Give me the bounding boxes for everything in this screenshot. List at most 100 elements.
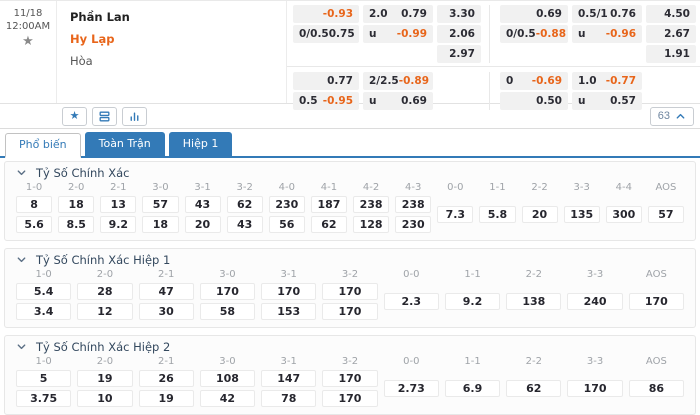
draw-odds-cell[interactable]: 170 [567,380,623,397]
home-odds-cell[interactable]: 170 [199,283,256,300]
away-odds-cell[interactable]: 170 [322,303,378,320]
odds-cell[interactable]: 2.67 [646,25,696,43]
score-header: 3-1 [280,356,297,367]
home-odds-cell[interactable]: 57 [142,196,179,213]
away-odds-cell[interactable]: 153 [261,303,317,320]
home-odds-cell[interactable]: 238 [395,196,432,213]
draw-odds-cell[interactable]: 170 [628,293,684,310]
home-odds-cell[interactable]: 47 [138,283,194,300]
home-odds-cell[interactable]: 62 [226,196,263,213]
odds-cell[interactable]: 1.0 -0.77 [572,72,642,90]
away-odds-cell[interactable]: 62 [310,216,347,233]
tab-pho-bien[interactable]: Phổ biến [5,132,81,158]
odds-cell[interactable]: 0/0.5 0.75 [293,25,359,43]
home-odds-cell[interactable]: 238 [353,196,390,213]
section-header[interactable]: Tỷ Số Chính Xác Hiệp 1 [13,252,687,267]
draw-column: 0-0 7.3 [434,182,476,236]
section-header[interactable]: Tỷ Số Chính Xác Hiệp 2 [13,339,687,354]
home-odds-cell[interactable]: 108 [199,370,256,387]
away-odds-cell[interactable]: 12 [77,303,133,320]
draw-odds-cell[interactable]: 57 [647,206,684,223]
home-odds-cell[interactable]: 170 [261,283,317,300]
away-odds-cell[interactable]: 78 [261,390,317,407]
draw-odds-cell[interactable]: 240 [567,293,623,310]
score-header: 2-2 [525,356,542,367]
home-odds-cell[interactable]: 187 [310,196,347,213]
draw-odds-cell[interactable]: 7.3 [437,206,474,223]
draw-odds-cell[interactable]: 86 [628,380,684,397]
markets-stack-button[interactable] [92,106,117,126]
odds-cell[interactable]: 2.97 [437,45,481,63]
draw-odds-cell[interactable]: 2.73 [383,380,439,397]
odds-cell[interactable]: 3.30 [437,5,481,23]
favorite-star-icon[interactable]: ★ [22,34,34,49]
odds-cell[interactable]: 2.0 0.79 [363,5,433,23]
draw-odds-cell[interactable]: 9.2 [444,293,501,310]
odds-cell[interactable]: 0 -0.69 [500,72,568,90]
home-odds-cell[interactable]: 43 [184,196,221,213]
stats-button[interactable] [122,106,147,126]
draw-odds-cell[interactable]: 138 [506,293,562,310]
score-header: AOS [645,356,667,367]
away-odds-cell[interactable]: 230 [395,216,432,233]
home-odds-cell[interactable]: 13 [100,196,137,213]
odds-cell[interactable]: 0.5/1 0.76 [572,5,642,23]
home-odds-cell[interactable]: 170 [322,283,378,300]
odds-cell[interactable]: -0.93 [293,5,359,23]
odds-cell[interactable]: 4.50 [646,5,696,23]
odds-cell[interactable]: u 0.69 [363,92,433,110]
away-odds-cell[interactable]: 3.4 [16,303,72,320]
odds-cell[interactable]: u -0.99 [363,25,433,43]
away-odds-cell[interactable]: 10 [77,390,133,407]
home-odds-cell[interactable]: 5 [16,370,72,387]
away-odds-cell[interactable]: 170 [322,390,378,407]
score-column: 3-2 170 170 [319,356,380,410]
away-odds-cell[interactable]: 42 [199,390,256,407]
away-odds-cell[interactable]: 8.5 [58,216,95,233]
home-odds-cell[interactable]: 28 [77,283,133,300]
draw-odds-cell[interactable]: 5.8 [479,206,516,223]
away-odds-cell[interactable]: 18 [142,216,179,233]
odds-cell[interactable]: 2/2.5 -0.89 [363,72,433,90]
home-odds-cell[interactable]: 8 [16,196,53,213]
home-odds-cell[interactable]: 26 [138,370,194,387]
section-header[interactable]: Tỷ Số Chính Xác [13,165,687,180]
markets-count-collapse-button[interactable]: 63 [649,106,694,126]
score-column: 3-1 147 78 [258,356,319,410]
away-odds-cell[interactable]: 9.2 [100,216,137,233]
away-odds-cell[interactable]: 19 [138,390,194,407]
tab-toan-tran[interactable]: Toàn Trận [84,131,165,156]
away-odds-cell[interactable]: 43 [226,216,263,233]
home-odds-cell[interactable]: 170 [322,370,378,387]
odds-cell[interactable]: 0.50 [500,92,568,110]
odds-cell[interactable]: 0/0.5 -0.88 [500,25,568,43]
odds-cell[interactable]: 0.77 [293,72,359,90]
home-odds-cell[interactable]: 18 [58,196,95,213]
draw-odds-cell[interactable]: 2.3 [383,293,439,310]
away-odds-cell[interactable]: 3.75 [16,390,72,407]
draw-odds-cell[interactable]: 135 [563,206,600,223]
tab-hiep-1[interactable]: Hiệp 1 [168,131,233,156]
home-odds-cell[interactable]: 230 [268,196,305,213]
home-odds-cell[interactable]: 5.4 [16,283,72,300]
home-odds-cell[interactable]: 19 [77,370,133,387]
away-odds-cell[interactable]: 58 [199,303,256,320]
odds-cell[interactable]: 1.91 [646,45,696,63]
away-odds-cell[interactable]: 128 [353,216,390,233]
away-odds-cell[interactable]: 30 [138,303,194,320]
draw-odds-cell[interactable]: 6.9 [444,380,501,397]
section-title: Tỷ Số Chính Xác [36,165,130,180]
odds-cell[interactable]: 0.5 -0.95 [293,92,359,110]
away-odds-cell[interactable]: 5.6 [16,216,53,233]
odds-cell[interactable]: 2.06 [437,25,481,43]
draw-odds-cell[interactable]: 20 [521,206,558,223]
odds-cell[interactable]: u -0.96 [572,25,642,43]
draw-odds-cell[interactable]: 300 [605,206,642,223]
home-odds-cell[interactable]: 147 [261,370,317,387]
away-odds-cell[interactable]: 56 [268,216,305,233]
odds-cell[interactable]: u 0.57 [572,92,642,110]
away-odds-cell[interactable]: 20 [184,216,221,233]
favorite-button[interactable]: ★ [62,106,87,126]
odds-cell[interactable]: 0.69 [500,5,568,23]
draw-odds-cell[interactable]: 62 [506,380,562,397]
